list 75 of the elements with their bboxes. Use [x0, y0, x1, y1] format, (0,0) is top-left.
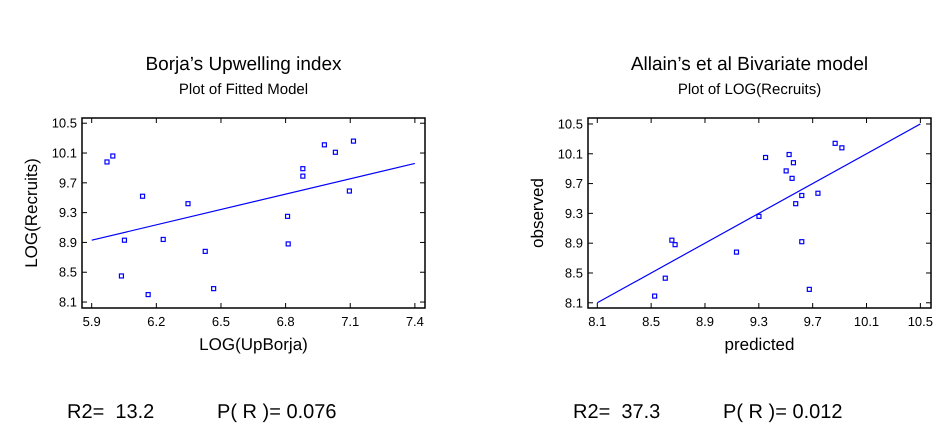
point	[140, 194, 146, 199]
x-tick-label: 8.1	[588, 314, 606, 329]
point	[832, 140, 838, 146]
y-tick-label: 10.5	[558, 116, 583, 132]
x-tick-label: 8.9	[696, 314, 714, 329]
point	[756, 214, 762, 219]
y-tick-label: 9.7	[58, 175, 77, 190]
point	[799, 239, 804, 244]
x-axis-title: LOG(UpBorja)	[199, 335, 308, 354]
y-tick-label: 9.7	[564, 176, 583, 192]
point	[734, 250, 740, 255]
point	[286, 241, 291, 247]
point	[284, 214, 290, 219]
point	[672, 242, 678, 248]
x-tick-label: 7.4	[406, 314, 424, 329]
point	[799, 192, 804, 198]
point	[300, 174, 306, 179]
y-tick-label: 8.9	[58, 234, 77, 250]
chart-title: Borja’s Upwelling index	[145, 54, 342, 75]
x-axis-title: predicted	[724, 335, 794, 354]
point	[350, 138, 356, 144]
point	[211, 286, 216, 292]
chart-subtitle: Plot of Fitted Model	[178, 81, 308, 98]
y-tick-label: 10.1	[52, 146, 77, 161]
point	[118, 273, 124, 279]
point	[122, 238, 128, 243]
y-tick-label: 9.3	[58, 205, 77, 220]
point	[202, 248, 208, 254]
x-tick-label: 6.2	[147, 314, 166, 329]
y-tick-label: 8.5	[58, 264, 77, 280]
point	[110, 153, 116, 159]
point	[160, 236, 166, 242]
y-axis-title: LOG(Recruits)	[22, 158, 41, 268]
y-tick-label: 10.1	[558, 146, 583, 162]
text: R2= 37.3	[573, 401, 660, 423]
point	[790, 160, 796, 166]
point	[784, 168, 789, 174]
x-tick-label: 9.7	[804, 314, 822, 329]
point	[786, 152, 792, 158]
y-axis-title: observed	[528, 178, 547, 248]
x-tick-label: 5.9	[82, 314, 101, 329]
chart-title: Allain’s et al Bivariate model	[630, 54, 868, 75]
point	[789, 176, 795, 181]
point	[300, 166, 306, 172]
y-tick-label: 8.5	[564, 265, 583, 280]
x-tick-label: 10.5	[908, 314, 934, 329]
point	[652, 293, 658, 299]
point	[332, 150, 338, 155]
point	[662, 276, 668, 281]
x-tick-label: 7.1	[341, 314, 360, 329]
y-tick-label: 9.3	[564, 206, 583, 221]
text: R2= 13.2	[67, 401, 154, 423]
x-tick-label: 8.5	[642, 314, 660, 329]
point	[322, 142, 327, 148]
x-tick-label: 10.1	[854, 314, 880, 329]
y-tick-label: 8.9	[564, 236, 583, 251]
chart-subtitle: Plot of LOG(Recruits)	[678, 81, 822, 98]
text: P( R )= 0.076	[217, 401, 337, 423]
point	[185, 201, 191, 206]
y-tick-label: 8.1	[564, 295, 583, 310]
x-tick-label: 9.3	[750, 314, 768, 329]
x-tick-label: 6.8	[276, 314, 295, 329]
text: P( R )= 0.012	[723, 401, 843, 423]
y-tick-label: 8.1	[58, 294, 77, 310]
point	[346, 188, 352, 194]
point	[146, 292, 151, 298]
point	[806, 286, 812, 292]
y-tick-label: 10.5	[52, 116, 77, 131]
point	[669, 238, 674, 243]
point	[793, 201, 798, 206]
point	[104, 159, 110, 165]
point	[762, 154, 768, 160]
x-tick-label: 6.5	[212, 314, 230, 329]
point	[839, 145, 844, 150]
point	[815, 190, 821, 196]
